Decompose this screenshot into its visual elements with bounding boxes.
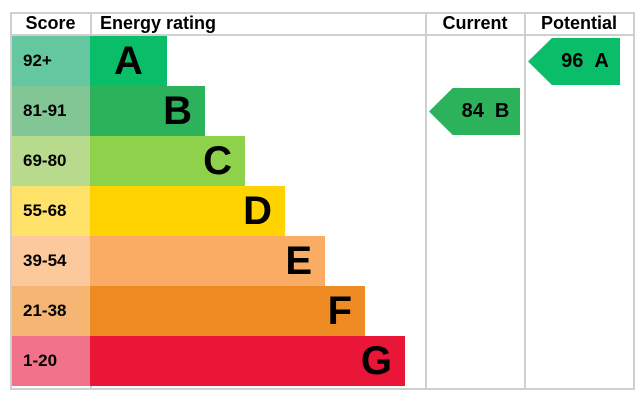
band-row-c: 69-80 C <box>12 136 632 186</box>
band-rows: 92+ A 81-91 B 69-80 C 55-68 D 39-54 E 21… <box>12 36 632 386</box>
potential-rating-arrow: 96 A <box>528 38 620 85</box>
band-score-cell: 39-54 <box>12 236 90 286</box>
band-letter: E <box>285 239 312 283</box>
band-row-g: 1-20 G <box>12 336 632 386</box>
band-bar: A <box>90 36 167 86</box>
band-bar: C <box>90 136 245 186</box>
table-left-border <box>10 12 12 390</box>
header-underline <box>10 34 635 36</box>
band-letter: F <box>327 289 352 333</box>
band-score-cell: 55-68 <box>12 186 90 236</box>
band-bar: F <box>90 286 365 336</box>
band-bar: E <box>90 236 325 286</box>
potential-rating-value: 96 <box>561 50 584 72</box>
energy-rating-column-header: Energy rating <box>100 13 217 33</box>
table-top-border <box>10 12 635 14</box>
band-bar: B <box>90 86 205 136</box>
band-score-cell: 21-38 <box>12 286 90 336</box>
band-row-e: 39-54 E <box>12 236 632 286</box>
current-column-header: Current <box>442 13 508 33</box>
score-column-header: Score <box>25 13 76 33</box>
band-score-cell: 81-91 <box>12 86 90 136</box>
current-column-divider <box>425 12 427 390</box>
band-score-cell: 1-20 <box>12 336 90 386</box>
band-score-cell: 92+ <box>12 36 90 86</box>
band-letter: C <box>203 139 232 183</box>
band-row-b: 81-91 B <box>12 86 632 136</box>
potential-column-header: Potential <box>540 13 617 33</box>
band-row-a: 92+ A <box>12 36 632 86</box>
band-row-d: 55-68 D <box>12 186 632 236</box>
band-letter: A <box>114 39 143 83</box>
band-row-f: 21-38 F <box>12 286 632 336</box>
potential-column-divider <box>524 12 526 390</box>
band-letter: D <box>243 189 272 233</box>
table-right-border <box>633 12 635 390</box>
band-score-cell: 69-80 <box>12 136 90 186</box>
band-bar: G <box>90 336 405 386</box>
band-bar: D <box>90 186 285 236</box>
band-letter: B <box>163 89 192 133</box>
current-rating-band: B <box>494 100 510 122</box>
current-rating-value: 84 <box>461 100 484 122</box>
band-letter: G <box>360 339 392 383</box>
table-bottom-border <box>10 388 635 390</box>
potential-rating-band: A <box>594 50 609 72</box>
